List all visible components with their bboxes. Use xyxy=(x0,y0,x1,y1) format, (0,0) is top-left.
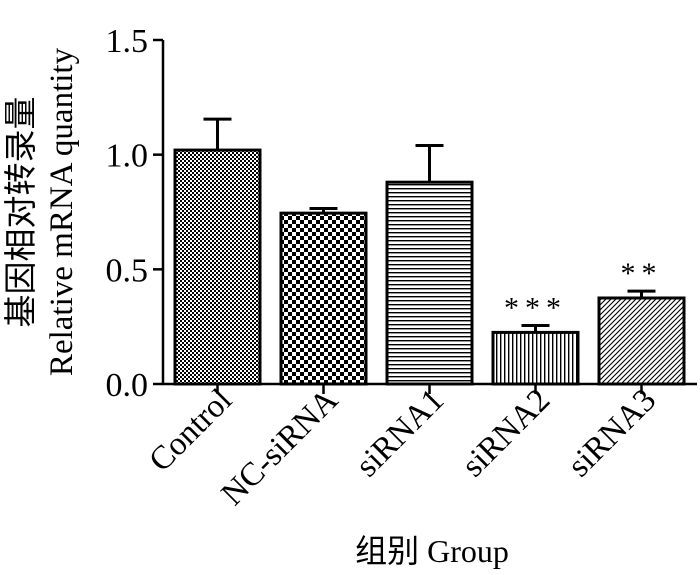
bar xyxy=(491,330,580,386)
bar xyxy=(597,296,686,386)
bar xyxy=(279,211,368,386)
y-axis-title-cn: 基因相对转录量 xyxy=(3,97,40,328)
bar xyxy=(173,148,262,386)
y-tick-label: 0.0 xyxy=(106,367,149,404)
significance-label: ** xyxy=(621,257,663,290)
y-tick-label: 1.0 xyxy=(106,138,149,175)
x-tick-label: siRNA2 xyxy=(455,382,557,484)
x-tick-label: Control xyxy=(142,382,239,479)
x-axis-title: 组别 Group xyxy=(355,533,509,569)
y-axis-title-en: Relative mRNA quantity xyxy=(44,47,80,376)
y-tick-label: 0.5 xyxy=(106,252,149,289)
x-tick-label: siRNA3 xyxy=(561,382,663,484)
significance-label: *** xyxy=(504,292,567,325)
x-tick-label: siRNA1 xyxy=(349,382,451,484)
bar xyxy=(385,180,474,386)
y-tick-label: 1.5 xyxy=(106,23,149,60)
x-tick-label: NC-siRNA xyxy=(215,382,346,513)
